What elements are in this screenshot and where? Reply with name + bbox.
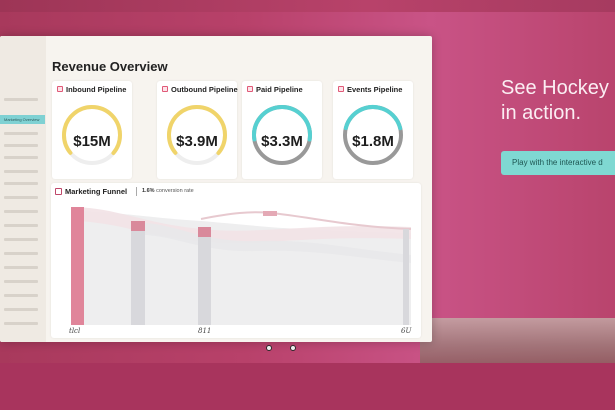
- pipeline-card-outbound[interactable]: Outbound Pipeline $3.9M: [157, 81, 238, 179]
- card-label: Inbound Pipeline: [66, 85, 127, 94]
- pipeline-icon: [338, 86, 344, 92]
- divider: [136, 187, 137, 196]
- floor-shadow: [420, 318, 615, 363]
- pipeline-gauge: [343, 105, 403, 165]
- card-label: Paid Pipeline: [256, 85, 303, 94]
- card-label: Outbound Pipeline: [171, 85, 238, 94]
- card-label: Events Pipeline: [347, 85, 403, 94]
- funnel-flow-chart: [71, 207, 412, 325]
- sidebar-item[interactable]: [4, 224, 38, 227]
- dashboard-window: Marketing Overview Revenue Overview Inbo…: [0, 36, 432, 342]
- card-value: $3.9M: [176, 133, 218, 150]
- sidebar-item[interactable]: [4, 98, 38, 101]
- pipeline-card-inbound[interactable]: Inbound Pipeline $15M: [52, 81, 132, 179]
- sidebar-item[interactable]: [4, 210, 38, 213]
- sidebar-item[interactable]: [4, 132, 38, 135]
- pipeline-gauge: [167, 105, 227, 165]
- interactive-demo-button[interactable]: Play with the interactive d: [501, 151, 615, 175]
- carousel-dot[interactable]: [266, 345, 272, 351]
- gauge-arc: [167, 105, 227, 165]
- sidebar-item[interactable]: [4, 308, 38, 311]
- conversion-rate-suffix: conversion rate: [156, 188, 194, 194]
- funnel-stage-bar: [131, 221, 145, 231]
- funnel-x-label: tlcl: [69, 327, 81, 335]
- gauge-arc: [252, 105, 312, 165]
- funnel-x-label: 811: [198, 327, 212, 335]
- card-value: $3.3M: [261, 133, 303, 150]
- sidebar-item[interactable]: [4, 322, 38, 325]
- sidebar-item[interactable]: [4, 170, 38, 173]
- carousel-dot[interactable]: [290, 345, 296, 351]
- card-value: $1.8M: [352, 133, 394, 150]
- pipeline-card-paid[interactable]: Paid Pipeline $3.3M: [242, 81, 322, 179]
- conversion-rate: 1.6% conversion rate: [142, 188, 194, 194]
- pipeline-card-events[interactable]: Events Pipeline $1.8M: [333, 81, 413, 179]
- funnel-title: Marketing Funnel: [65, 187, 128, 196]
- sidebar-item-marketing-overview[interactable]: Marketing Overview: [0, 115, 45, 124]
- funnel-stage-bar: [198, 227, 211, 237]
- conversion-rate-value: 1.6%: [142, 188, 155, 194]
- pipeline-gauge: [62, 105, 123, 165]
- sidebar-item[interactable]: [4, 294, 38, 297]
- sidebar-item[interactable]: [4, 266, 38, 269]
- page-title: Revenue Overview: [52, 59, 168, 74]
- gauge-arc: [343, 105, 403, 165]
- funnel-stage-bar: [131, 227, 145, 325]
- funnel-chart-icon: [55, 188, 62, 195]
- funnel-stage-bar: [403, 229, 409, 325]
- pipeline-gauge: [252, 105, 312, 165]
- sidebar-item[interactable]: [4, 252, 38, 255]
- sidebar-item[interactable]: [4, 144, 38, 147]
- card-value: $15M: [73, 133, 111, 150]
- marketing-funnel-panel: Marketing Funnel 1.6% conversion rate tl…: [51, 183, 421, 338]
- funnel-flow-background: [73, 211, 411, 325]
- promo-headline-line1: See Hockey: [501, 77, 609, 99]
- pipeline-icon: [57, 86, 63, 92]
- promo-headline-line2: in action.: [501, 102, 582, 124]
- pipeline-icon: [162, 86, 168, 92]
- funnel-stage-bar: [198, 233, 211, 325]
- funnel-x-label: 6U: [401, 327, 412, 335]
- sidebar-item[interactable]: [4, 238, 38, 241]
- bottom-band: [0, 363, 615, 410]
- gauge-arc: [62, 105, 123, 165]
- sidebar-item[interactable]: [4, 280, 38, 283]
- sidebar-item[interactable]: [4, 196, 38, 199]
- sidebar-item[interactable]: [4, 182, 38, 185]
- pipeline-icon: [247, 86, 253, 92]
- sidebar: Marketing Overview: [0, 36, 46, 342]
- funnel-flow-band: [136, 222, 411, 263]
- top-band: [0, 0, 615, 12]
- sidebar-item[interactable]: [4, 156, 38, 159]
- funnel-stage-bar: [71, 207, 84, 325]
- funnel-stage-bar: [263, 211, 277, 216]
- promo-headline: See Hockey in action.: [501, 76, 609, 126]
